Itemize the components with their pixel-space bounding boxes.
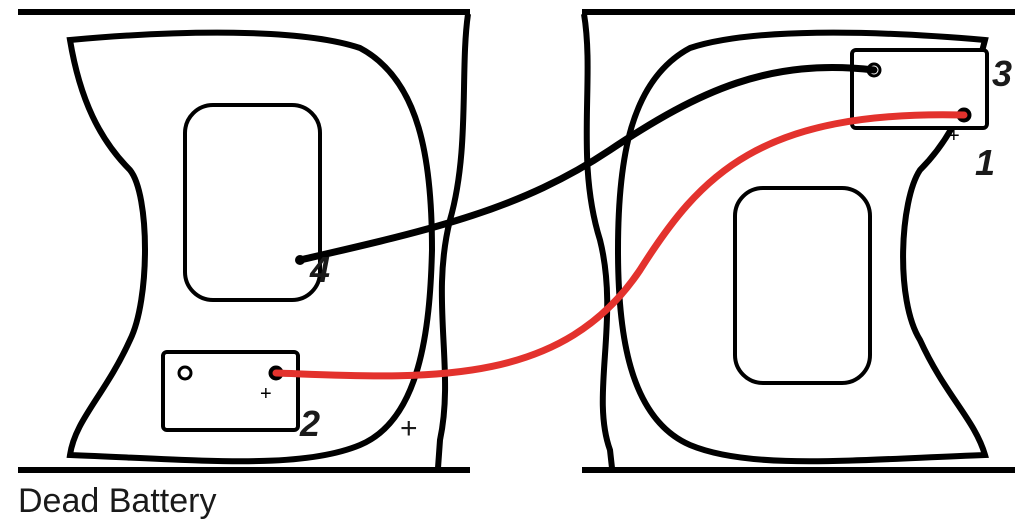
right-engine-block bbox=[735, 188, 870, 383]
good-battery-pos-sign: + bbox=[948, 125, 960, 147]
step-label-1: 1 bbox=[975, 142, 995, 183]
left-car: + bbox=[18, 12, 470, 470]
dead-battery bbox=[163, 352, 298, 430]
plus-symbol: + bbox=[400, 412, 418, 445]
dead-battery-pos-sign: + bbox=[260, 383, 272, 405]
ground-point bbox=[295, 255, 305, 265]
step-label-3: 3 bbox=[992, 53, 1012, 94]
right-car: + bbox=[582, 12, 1015, 470]
left-engine-block bbox=[185, 105, 320, 300]
step-label-2: 2 bbox=[299, 403, 320, 444]
step-label-4: 4 bbox=[309, 249, 330, 290]
jumpstart-diagram: + + 1 2 3 4 + Dead Battery bbox=[0, 0, 1024, 525]
caption-dead-battery: Dead Battery bbox=[18, 482, 216, 520]
